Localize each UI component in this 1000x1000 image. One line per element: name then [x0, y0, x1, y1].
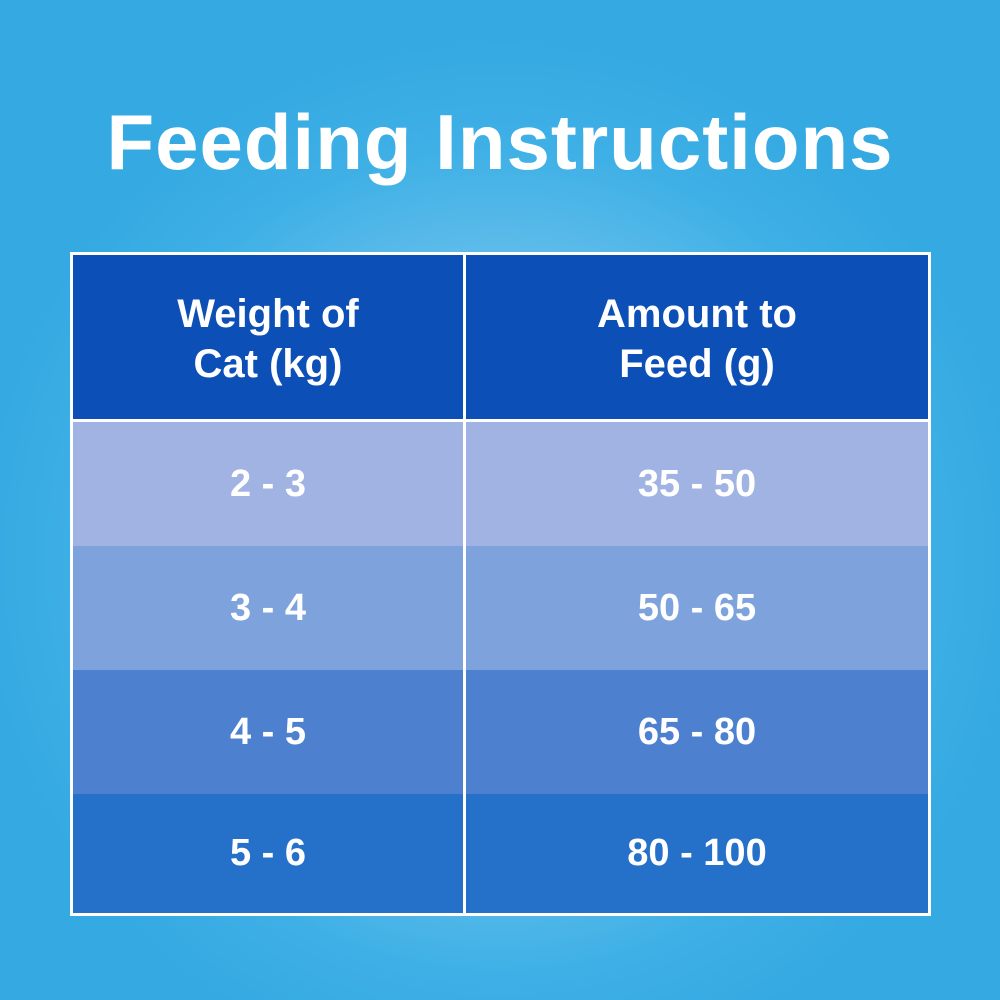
weight-cell: 5 - 6 — [73, 794, 463, 913]
amount-cell: 50 - 65 — [466, 546, 928, 670]
amount-cell: 80 - 100 — [466, 794, 928, 913]
page-title: Feeding Instructions — [106, 98, 894, 186]
header-amount-to-feed: Amount to Feed (g) — [466, 255, 928, 419]
amount-cell: 65 - 80 — [466, 670, 928, 794]
header-weight-line1: Weight of — [177, 292, 359, 336]
table-row: 2 - 3 35 - 50 — [73, 422, 928, 546]
weight-cell: 3 - 4 — [73, 546, 463, 670]
table-row: 3 - 4 50 - 65 — [73, 546, 928, 670]
table-row: 4 - 5 65 - 80 — [73, 670, 928, 794]
table-row: 5 - 6 80 - 100 — [73, 794, 928, 913]
weight-cell: 4 - 5 — [73, 670, 463, 794]
amount-cell: 35 - 50 — [466, 422, 928, 546]
header-amount-line2: Feed (g) — [619, 342, 775, 386]
weight-cell: 2 - 3 — [73, 422, 463, 546]
header-amount-line1: Amount to — [597, 292, 797, 336]
table-header-row: Weight of Cat (kg) Amount to Feed (g) — [73, 255, 928, 419]
feeding-table: Weight of Cat (kg) Amount to Feed (g) 2 … — [70, 252, 931, 916]
header-weight-of-cat: Weight of Cat (kg) — [73, 255, 463, 419]
header-weight-line2: Cat (kg) — [193, 342, 343, 386]
